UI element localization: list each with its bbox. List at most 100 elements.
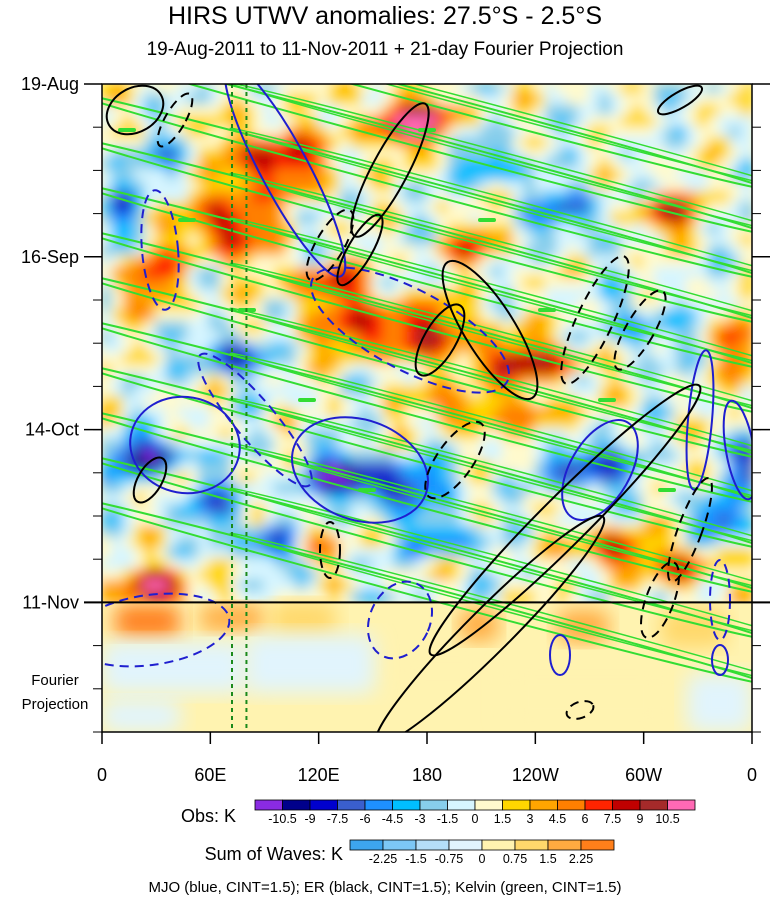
obs-cell — [740, 558, 752, 571]
obs-cell — [209, 180, 223, 193]
obs-cell — [664, 342, 678, 355]
obs-cell — [166, 493, 179, 507]
obs-cell — [166, 547, 179, 561]
obs-cell — [111, 569, 125, 582]
obs-cell — [491, 126, 504, 139]
obs-cell — [621, 126, 634, 139]
obs-cell — [198, 245, 212, 258]
colorbar-box — [337, 799, 366, 811]
obs-cell — [686, 331, 699, 345]
obs-cell — [339, 93, 353, 107]
obs-cell — [252, 212, 266, 226]
obs-cell — [296, 525, 309, 539]
obs-cell — [252, 579, 266, 593]
obs-cell — [664, 180, 678, 193]
obs-cell — [512, 234, 526, 247]
waves-colorbar-label: Sum of Waves: K — [205, 844, 343, 864]
obs-cell — [631, 126, 645, 139]
obs-cell — [252, 288, 266, 301]
obs-cell — [664, 590, 678, 604]
obs-cell — [209, 147, 223, 161]
obs-cell — [415, 569, 428, 582]
obs-cell — [296, 309, 309, 323]
obs-cell — [458, 342, 472, 355]
obs-cell — [176, 417, 190, 431]
obs-cell — [371, 504, 385, 517]
obs-cell — [480, 180, 493, 193]
obs-cell — [534, 84, 548, 96]
obs-cell — [198, 277, 212, 291]
obs-cell — [361, 504, 374, 517]
obs-cell — [577, 471, 591, 485]
obs-cell — [296, 212, 309, 226]
obs-cell — [317, 353, 331, 366]
obs-cell — [491, 439, 504, 453]
obs-cell — [263, 569, 277, 582]
obs-cell — [653, 84, 667, 96]
obs-cell — [241, 374, 255, 388]
obs-cell — [426, 201, 439, 215]
obs-cell — [729, 504, 743, 517]
obs-cell — [241, 504, 255, 517]
obs-cell — [523, 126, 537, 139]
obs-cell — [166, 504, 179, 517]
obs-cell — [382, 288, 396, 301]
obs-cell — [155, 180, 168, 193]
obs-cell — [285, 525, 298, 539]
obs-cell — [393, 288, 407, 301]
obs-cell — [102, 245, 114, 258]
obs-cell — [729, 115, 743, 129]
obs-cell — [631, 169, 645, 183]
obs-cell — [501, 277, 515, 291]
obs-cell — [231, 147, 244, 161]
wave-contour — [229, 307, 752, 465]
obs-cell — [686, 266, 699, 280]
obs-cell — [296, 579, 309, 593]
obs-cell — [241, 590, 255, 604]
obs-cell — [220, 320, 233, 334]
obs-cell — [241, 558, 255, 571]
obs-colorbar-tick-label: -6 — [359, 812, 370, 826]
wave-contour — [549, 634, 571, 676]
obs-cell — [296, 353, 309, 366]
colorbar-box — [612, 799, 641, 811]
obs-cell — [144, 126, 158, 139]
obs-cell — [102, 353, 114, 366]
obs-cell — [599, 104, 613, 118]
obs-cell — [610, 93, 623, 107]
obs-cell — [122, 266, 136, 280]
obs-cell — [588, 558, 602, 571]
obs-cell — [566, 201, 580, 215]
obs-cell — [122, 180, 136, 193]
obs-cell — [436, 558, 450, 571]
obs-cell — [285, 353, 298, 366]
obs-cell — [166, 309, 179, 323]
wave-contour — [374, 514, 606, 732]
obs-cell — [426, 471, 439, 485]
obs-cell — [263, 525, 277, 539]
obs-cell — [675, 223, 688, 237]
obs-cell — [512, 547, 526, 561]
obs-cell — [122, 525, 136, 539]
obs-cell — [306, 299, 320, 312]
obs-cell — [328, 84, 342, 96]
obs-cell — [166, 234, 179, 247]
obs-cell — [686, 84, 699, 96]
obs-cell — [102, 396, 114, 409]
obs-cell — [707, 223, 721, 237]
obs-cell — [664, 450, 678, 463]
obs-cell — [588, 569, 602, 582]
obs-cell — [664, 579, 678, 593]
obs-cell — [404, 288, 418, 301]
obs-cell — [566, 288, 580, 301]
obs-cell — [621, 299, 634, 312]
obs-cell — [263, 590, 277, 604]
obs-cell — [209, 547, 223, 561]
obs-cell — [111, 493, 125, 507]
obs-cell — [187, 147, 201, 161]
obs-cell — [328, 590, 342, 604]
wave-contour — [132, 456, 168, 504]
obs-cell — [198, 417, 212, 431]
obs-cell — [621, 212, 634, 226]
obs-cell — [740, 255, 752, 269]
